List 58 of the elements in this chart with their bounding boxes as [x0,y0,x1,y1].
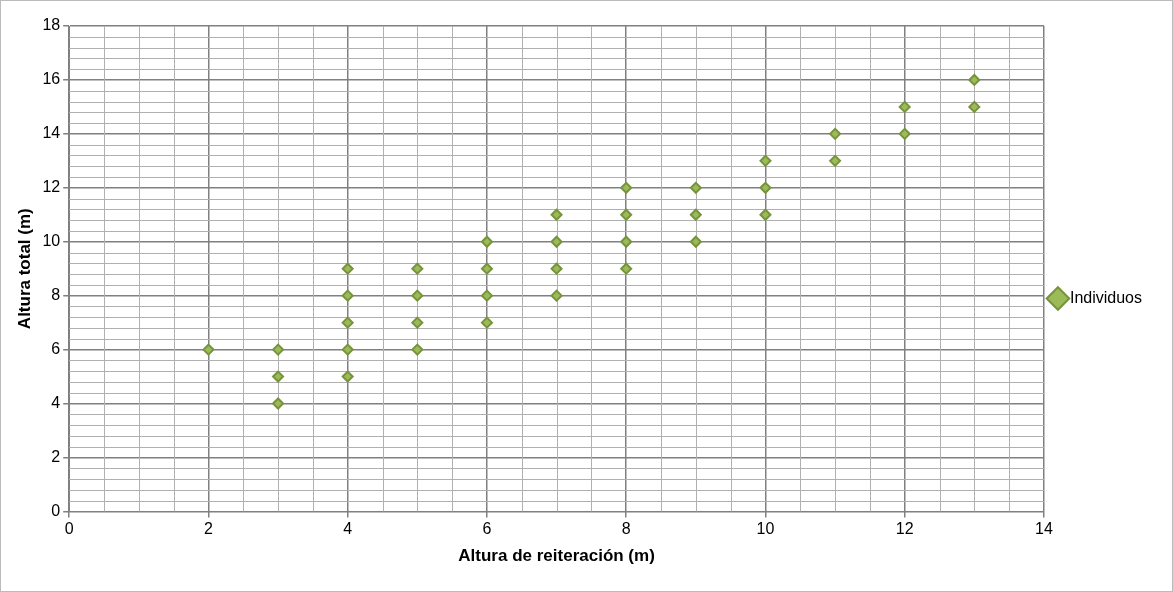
y-tick-label: 12 [42,178,61,196]
point [689,235,702,248]
x-tick-label: 2 [203,520,213,538]
point [620,181,633,194]
point [759,181,772,194]
y-tick-label: 10 [42,232,61,250]
point [550,235,563,248]
point [480,235,493,248]
point [341,289,354,302]
y-axis-title: Altura total (m) [14,208,34,330]
legend-label: Individuos [1069,288,1142,306]
point [411,289,424,302]
point [968,100,981,113]
x-axis-title: Altura de reiteración (m) [458,546,655,566]
point [759,208,772,221]
point [620,235,633,248]
point [272,370,285,383]
point [829,127,842,140]
y-tick-label: 8 [51,286,61,304]
point [341,316,354,329]
x-tick-label: 0 [64,520,74,538]
point [411,343,424,356]
x-tick-label: 12 [895,520,914,538]
x-tick-label: 10 [756,520,775,538]
point [272,397,285,410]
x-tick-label: 4 [343,520,353,538]
x-tick-label: 14 [1035,520,1053,538]
point [620,262,633,275]
y-tick-label: 2 [51,447,61,465]
point [272,343,285,356]
point [689,181,702,194]
point [202,343,215,356]
point [550,289,563,302]
point [411,316,424,329]
point [411,262,424,275]
x-tick-label: 8 [621,520,631,538]
point [341,370,354,383]
point [341,343,354,356]
point [829,154,842,167]
y-tick-label: 6 [51,340,61,358]
point [480,316,493,329]
point [620,208,633,221]
point [968,73,981,86]
x-tick-label: 6 [482,520,492,538]
point [898,127,911,140]
point [550,262,563,275]
point [480,289,493,302]
y-tick-label: 16 [42,70,61,88]
y-tick-label: 18 [42,16,61,34]
point [898,100,911,113]
point [689,208,702,221]
point [341,262,354,275]
y-tick-label: 14 [42,124,61,142]
point [550,208,563,221]
point [759,154,772,167]
y-tick-label: 4 [51,393,61,411]
point [480,262,493,275]
y-tick-label: 0 [51,501,61,519]
